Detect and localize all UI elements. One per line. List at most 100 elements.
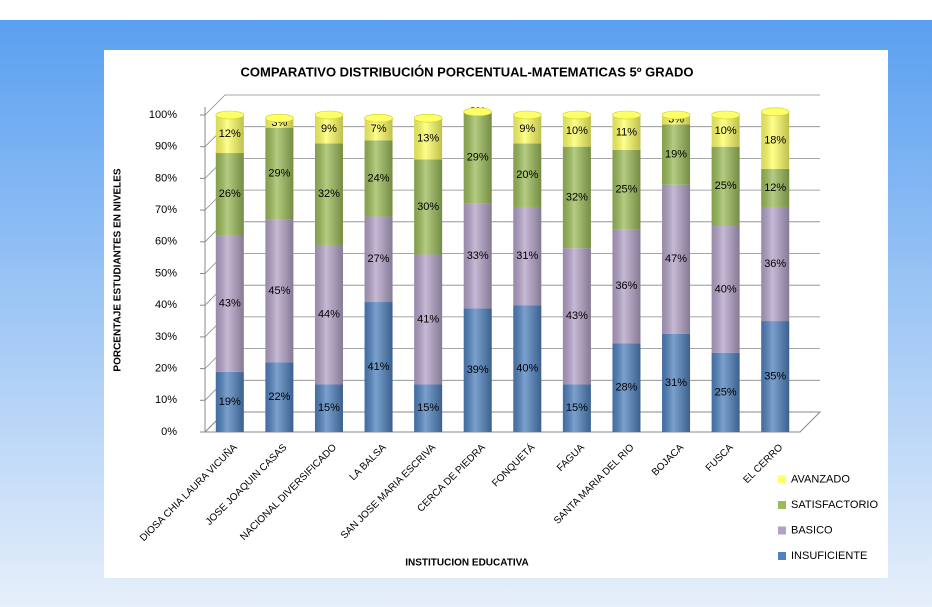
bar-shade [265, 127, 294, 220]
data-label: 44% [318, 309, 340, 321]
bar-shade [314, 143, 343, 245]
bar-cap [612, 110, 641, 120]
data-label: 40% [715, 283, 737, 295]
bar-shade [711, 115, 740, 147]
x-axis-title: INSTITUCION EDUCATIVA [405, 558, 529, 569]
bar-shade [265, 362, 294, 432]
bar-shade [513, 305, 542, 432]
data-label: 15% [566, 402, 588, 414]
bar-shade [265, 118, 294, 128]
data-label: 29% [268, 168, 290, 180]
data-label: 36% [764, 258, 786, 270]
y-tick-label: 0% [161, 426, 177, 438]
data-label: 33% [467, 250, 489, 262]
y-tick-label: 10% [155, 394, 177, 406]
data-label: 40% [516, 363, 538, 375]
y-axis-title: PORCENTAJE ESTUDIANTES EN NIVELES [113, 168, 124, 372]
bar-shade [513, 143, 542, 207]
data-label: 12% [764, 182, 786, 194]
data-label: 30% [417, 201, 439, 213]
legend-swatch [778, 526, 786, 535]
data-label: 10% [566, 125, 588, 137]
bar-shade [612, 115, 641, 150]
bar-shade [463, 308, 492, 432]
bar-shade [463, 111, 492, 204]
bar-shade [562, 248, 591, 385]
legend-swatch [778, 501, 786, 509]
bar-shade [761, 111, 790, 169]
data-label: 25% [715, 386, 737, 398]
data-label: 15% [318, 402, 340, 414]
data-label: 41% [368, 361, 390, 373]
bar-shade [761, 168, 790, 207]
legend-swatch [778, 552, 786, 560]
page-header [0, 0, 932, 20]
bar-cap [265, 113, 294, 123]
data-label: 9% [519, 123, 535, 135]
bar-shade [364, 302, 393, 432]
bar-shade [314, 115, 343, 144]
legend-label: SATISFACTORIO [791, 499, 878, 511]
data-label: 43% [219, 298, 241, 310]
bar-cap [711, 110, 740, 120]
chart-title: COMPARATIVO DISTRIBUCIÓN PORCENTUAL-MATE… [241, 64, 694, 79]
bar-shade [711, 146, 740, 226]
bar-shade [662, 124, 691, 185]
bar-shade [215, 235, 244, 372]
bar-cap [463, 107, 493, 117]
y-tick-label: 100% [149, 109, 177, 121]
data-label: 32% [318, 188, 340, 200]
data-label: 10% [715, 125, 737, 137]
legend-label: BASICO [791, 524, 833, 536]
data-label: 19% [219, 396, 241, 408]
data-label: 11% [616, 126, 637, 138]
bar-shade [414, 254, 443, 385]
data-label: 24% [368, 172, 390, 184]
data-label: 43% [566, 310, 588, 322]
data-label: 19% [665, 149, 687, 161]
data-label: 15% [417, 402, 439, 414]
data-label: 25% [715, 180, 737, 192]
data-label: 22% [268, 391, 290, 403]
bar-cap [512, 110, 542, 120]
bar-shade [364, 216, 393, 303]
bar-shade [612, 149, 641, 230]
data-label: 25% [615, 183, 637, 195]
data-label: 32% [566, 191, 588, 203]
bar-shade [662, 184, 691, 334]
bar-shade [662, 333, 691, 432]
bar-shade [662, 115, 691, 125]
bar-shade [761, 321, 790, 432]
data-label: 13% [417, 133, 439, 145]
y-tick-label: 80% [155, 172, 177, 184]
data-label: 35% [764, 370, 786, 382]
data-label: 31% [516, 250, 538, 262]
bar-shade [562, 115, 591, 147]
bar-shade [215, 153, 244, 236]
legend-label: INSUFICIENTE [791, 550, 867, 562]
bar-shade [265, 219, 294, 363]
y-tick-label: 50% [155, 267, 177, 279]
data-label: 12% [219, 128, 241, 140]
bar-cap [562, 110, 592, 120]
y-tick-label: 30% [155, 331, 177, 343]
bar-shade [364, 118, 393, 141]
bar-shade [612, 229, 641, 344]
bar-shade [364, 140, 393, 217]
bar-cap [314, 110, 344, 120]
data-label: 41% [417, 313, 439, 325]
data-label: 27% [368, 253, 390, 265]
bar-shade [463, 203, 492, 309]
bar-shade [513, 206, 542, 306]
y-tick-label: 40% [155, 299, 177, 311]
bar-shade [414, 384, 443, 432]
bar-shade [711, 225, 740, 353]
data-label: 26% [219, 188, 241, 200]
bar-shade [562, 146, 591, 249]
y-tick-label: 60% [155, 236, 177, 248]
data-label: 45% [268, 285, 290, 297]
data-label: 29% [467, 152, 489, 164]
y-tick-label: 90% [155, 141, 177, 153]
data-label: 28% [615, 382, 637, 394]
